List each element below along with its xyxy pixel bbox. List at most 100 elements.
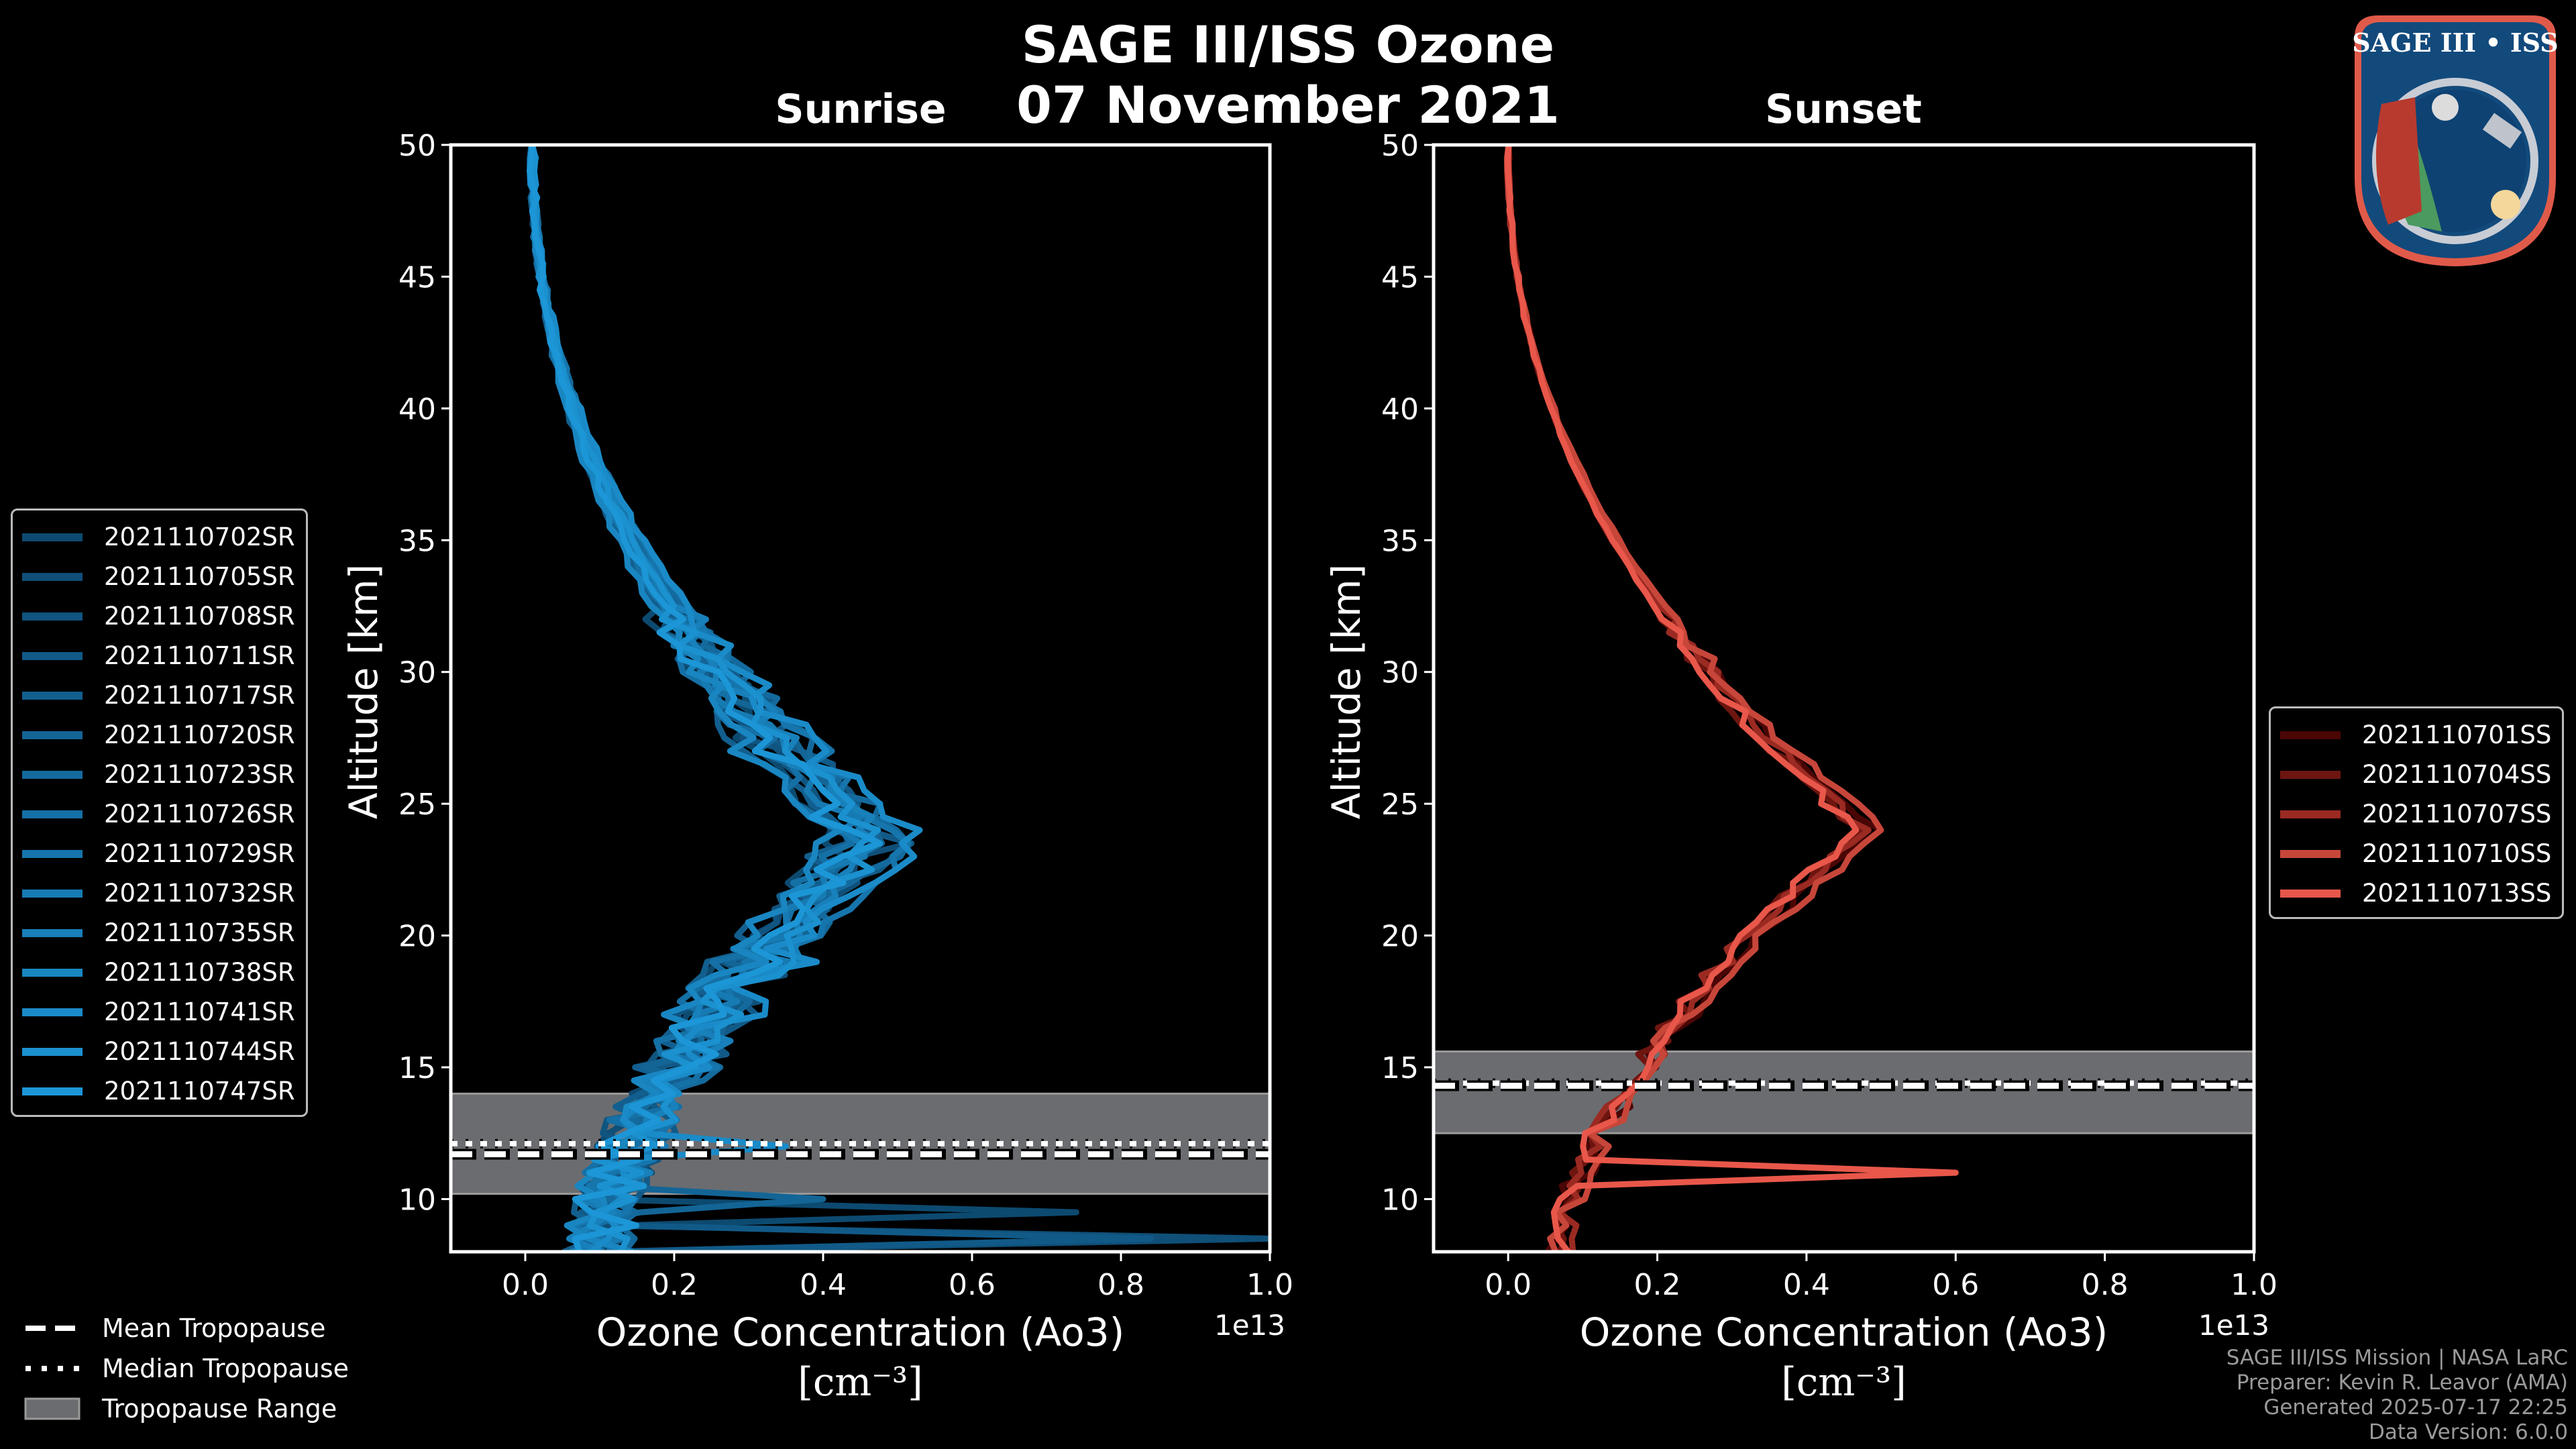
x-tick-label: 0.6: [949, 1268, 996, 1302]
x-tick-label: 1.0: [1246, 1268, 1293, 1302]
legend-label: 2021110713SS: [2362, 879, 2552, 908]
series-line-2021110747SR: [527, 145, 883, 1252]
legend-item: 2021110723SR: [22, 755, 295, 794]
sunset-plot: 10 15 20 25 30 35 40 45 50 0.0 0.2 0.4 0.6 0.8 1.0 1e13…: [1324, 129, 2277, 1405]
series-line-2021110708SR: [527, 145, 881, 1252]
y-tick-label: 20: [398, 920, 436, 954]
legend-item-mean-tropopause: Mean Tropopause: [24, 1308, 349, 1348]
x-tick-label: 0.6: [1932, 1268, 1979, 1302]
series-line-2021110735SR: [529, 145, 882, 1252]
legend-item: 2021110729SR: [22, 834, 295, 873]
sage-iii-iss-mission-logo: SAGE III • ISS: [2352, 15, 2559, 266]
legend-item: 2021110707SS: [2280, 794, 2551, 834]
sunrise-plot: 10 15 20 25 30 35 40 45 50 0.0 0.2 0.4 0.6 0.8 1.0 1e13…: [341, 129, 1293, 1405]
legend-label: 2021110744SR: [104, 1037, 295, 1066]
x-tick-label: 0.0: [1485, 1268, 1532, 1302]
series-line-2021110732SR: [529, 145, 868, 1252]
x-tick-label: 0.2: [1634, 1268, 1681, 1302]
y-tick-label: 30: [398, 656, 436, 690]
y-tick-label: 15: [398, 1051, 436, 1085]
legend-item: 2021110702SR: [22, 517, 295, 557]
x-axis-label: Ozone Concentration (Ao3): [596, 1309, 1125, 1355]
range-swatch-icon: [24, 1397, 80, 1420]
y-axis-label: Altitude [km]: [1324, 564, 1369, 819]
credits-mission: SAGE III/ISS Mission | NASA LaRC: [2226, 1346, 2568, 1370]
legend-label: 2021110707SS: [2362, 800, 2552, 828]
legend-item: 2021110708SR: [22, 596, 295, 636]
sunset-legend: 2021110701SS 2021110704SS 2021110707SS 2021…: [2269, 706, 2565, 919]
legend-item: 2021110720SR: [22, 715, 295, 755]
y-tick-label: 45: [1381, 260, 1419, 294]
legend-line-swatch-icon: [22, 533, 83, 541]
credits-block: SAGE III/ISS Mission | NASA LaRC Prepare…: [2226, 1346, 2568, 1445]
legend-item: 2021110735SR: [22, 913, 295, 953]
dashed-line-icon: [25, 1326, 79, 1331]
y-tick-label: 15: [1381, 1051, 1419, 1085]
tropopause-legend: Mean Tropopause Median Tropopause Tropop…: [24, 1308, 349, 1429]
legend-line-swatch-icon: [22, 928, 83, 937]
legend-line-swatch-icon: [22, 1008, 83, 1016]
legend-line-swatch-icon: [2280, 849, 2341, 858]
sunset-profiles: [1503, 145, 1959, 1252]
series-line-2021110741SR: [529, 145, 923, 1252]
dotted-line-icon: [25, 1366, 79, 1371]
legend-label: 2021110741SR: [104, 998, 295, 1026]
y-tick-label: 25: [398, 788, 436, 822]
legend-label: 2021110702SR: [104, 523, 295, 551]
legend-label: 2021110710SS: [2362, 839, 2552, 868]
legend-label: 2021110708SR: [104, 602, 295, 631]
y-tick-label: 35: [398, 524, 436, 558]
legend-item: 2021110732SR: [22, 873, 295, 913]
x-tick-label: 0.4: [1783, 1268, 1830, 1302]
moon-icon: [2432, 94, 2459, 121]
legend-label: Median Tropopause: [102, 1354, 349, 1383]
sunrise-legend: 2021110702SR 2021110705SR 2021110708SR 2021…: [11, 508, 308, 1117]
legend-label: 2021110717SR: [104, 681, 295, 710]
legend-item: 2021110713SS: [2280, 873, 2551, 913]
series-line-2021110711SR: [528, 145, 1154, 1252]
x-tick-label: 0.8: [2082, 1268, 2129, 1302]
legend-item: 2021110717SR: [22, 676, 295, 715]
sunset-plot-title: Sunset: [1765, 86, 1922, 133]
y-tick-label: 25: [1381, 788, 1419, 822]
y-tick-label: 45: [398, 260, 436, 294]
credits-version: Data Version: 6.0.0: [2368, 1420, 2568, 1444]
legend-item: 2021110710SS: [2280, 834, 2551, 873]
y-tick-label: 50: [398, 129, 436, 163]
legend-line-swatch-icon: [22, 1047, 83, 1056]
legend-line-swatch-icon: [2280, 731, 2341, 739]
legend-label: 2021110723SR: [104, 760, 295, 789]
sun-icon: [2491, 190, 2520, 219]
plot-frame: [449, 143, 1272, 1254]
y-tick-label: 10: [398, 1183, 436, 1217]
series-line-2021110720SR: [527, 145, 885, 1252]
legend-item: 2021110711SR: [22, 636, 295, 676]
legend-line-swatch-icon: [22, 849, 83, 858]
iss-icon: [2482, 113, 2522, 149]
legend-line-swatch-icon: [22, 731, 83, 739]
x-axis-units: [cm⁻³]: [1781, 1359, 1907, 1405]
x-axis-units: [cm⁻³]: [798, 1359, 923, 1405]
wizard-icon: [2376, 97, 2422, 225]
legend-label: 2021110732SR: [104, 879, 295, 908]
y-axis-label: Altitude [km]: [341, 564, 386, 819]
credits-generated: Generated 2025-07-17 22:25: [2263, 1395, 2568, 1419]
tropopause-range-band: [1432, 1050, 2255, 1134]
sunrise-plot-title: Sunrise: [775, 86, 947, 133]
x-tick-label: 1.0: [2231, 1268, 2277, 1302]
y-tick-label: 20: [1381, 920, 1419, 954]
y-tick-label: 10: [1381, 1183, 1419, 1217]
y-tick-label: 40: [398, 392, 436, 427]
legend-line-swatch-icon: [22, 572, 83, 581]
legend-item: 2021110701SS: [2280, 715, 2551, 755]
legend-line-swatch-icon: [22, 612, 83, 621]
legend-item: 2021110744SR: [22, 1032, 295, 1071]
legend-line-swatch-icon: [22, 1087, 83, 1095]
legend-label: Tropopause Range: [102, 1394, 337, 1424]
legend-line-swatch-icon: [22, 889, 83, 898]
legend-item: 2021110726SR: [22, 794, 295, 834]
legend-item: 2021110747SR: [22, 1071, 295, 1111]
legend-line-swatch-icon: [22, 770, 83, 779]
y-tick-label: 30: [1381, 656, 1419, 690]
figure-title-line1: SAGE III/ISS Ozone: [1021, 15, 1555, 74]
